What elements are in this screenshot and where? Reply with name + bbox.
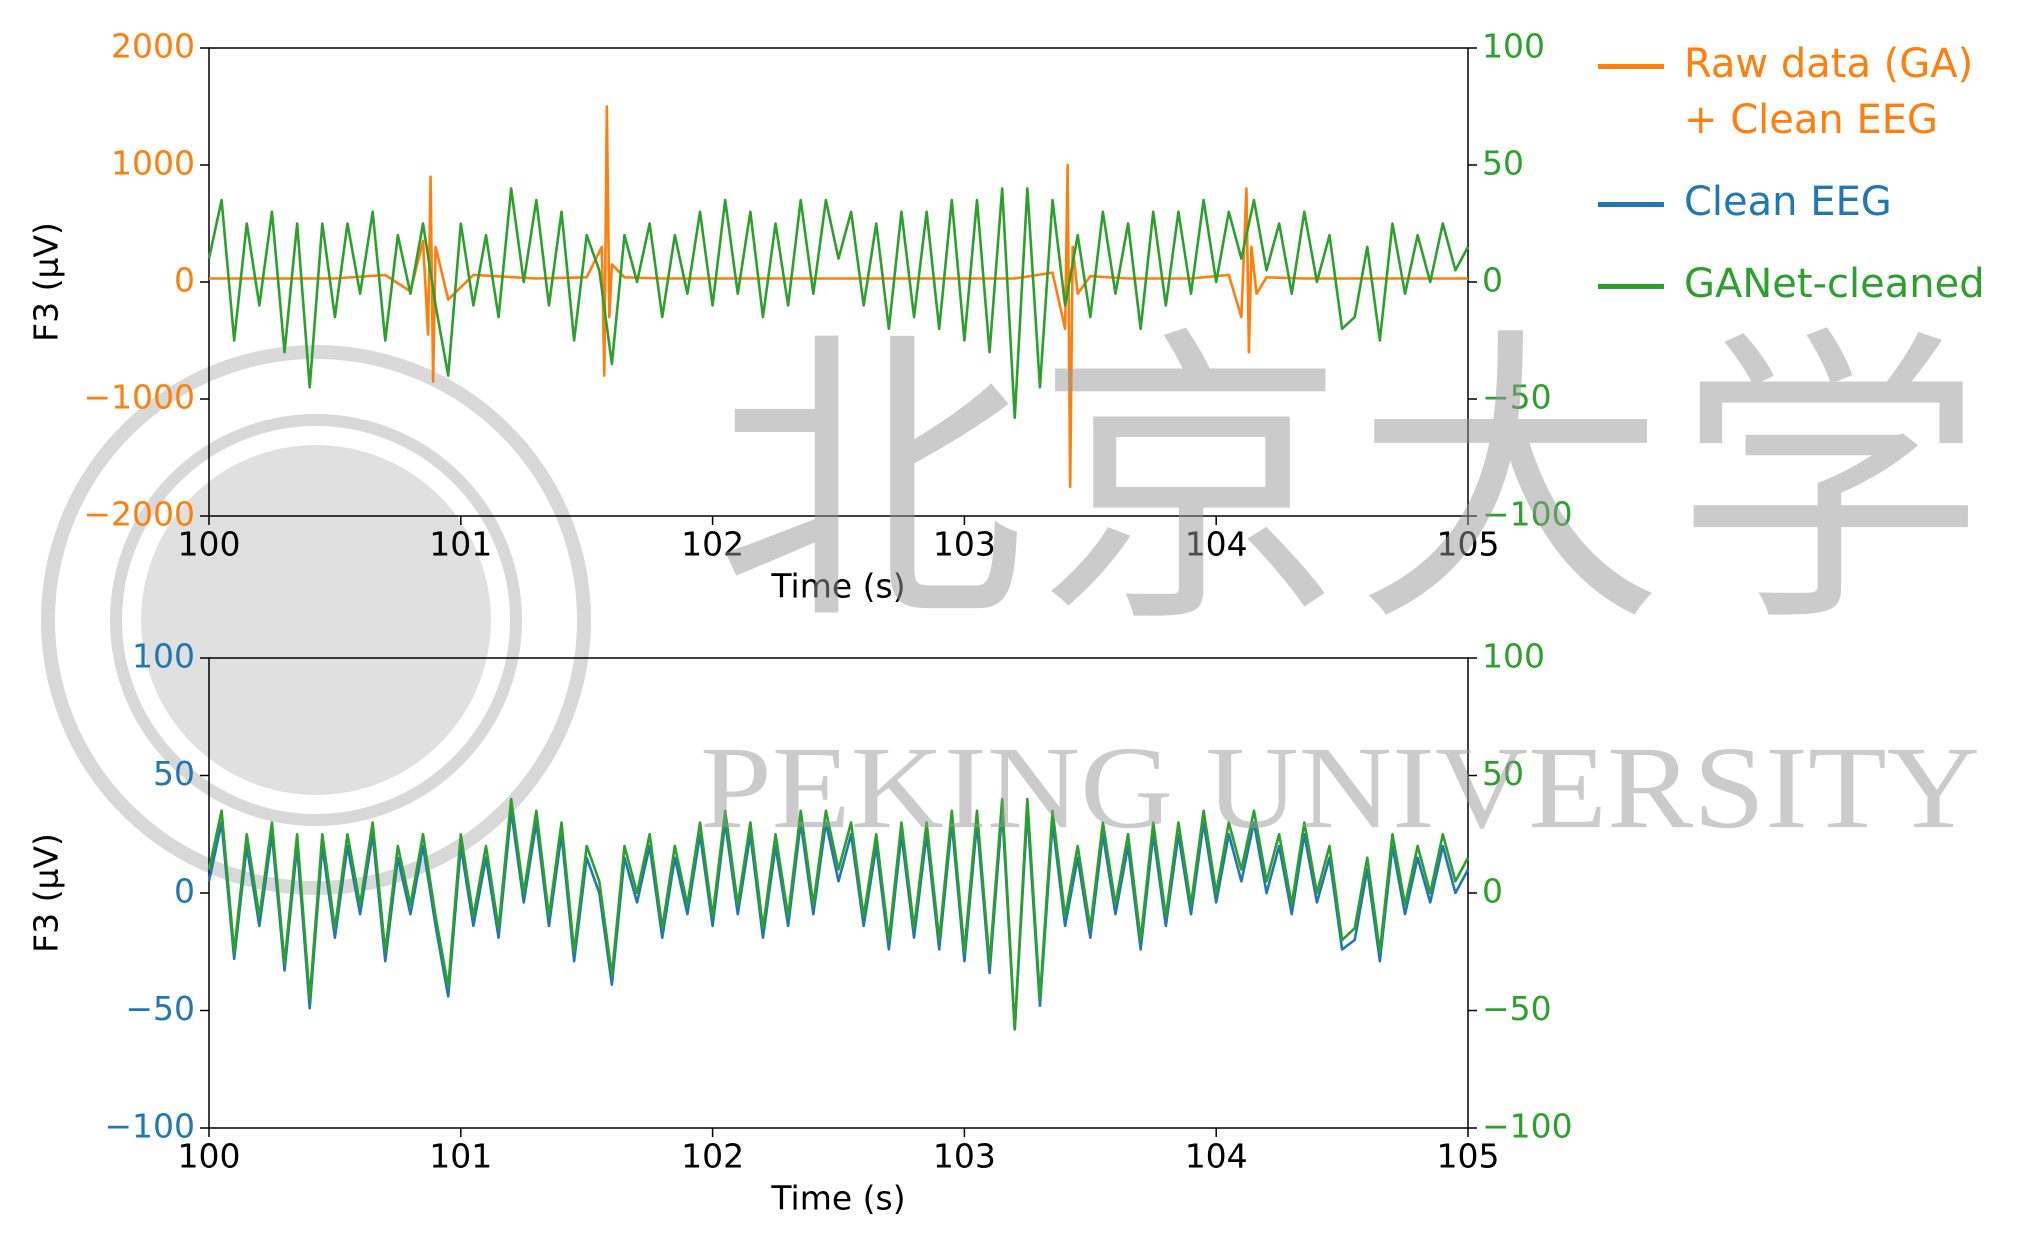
y2-tick-label: −50	[1482, 378, 1552, 417]
x-tick-label: 103	[933, 1137, 996, 1176]
y-tick-label: 0	[174, 872, 195, 911]
legend-swatch	[1598, 64, 1664, 69]
y2-tick-label: 0	[1482, 261, 1503, 300]
data-line	[207, 797, 1470, 1031]
y2-tick-label: 0	[1482, 872, 1503, 911]
y-tick-label: 2000	[111, 27, 195, 66]
legend-entry: Clean EEG	[1598, 174, 2004, 230]
y-tick-label: 0	[174, 261, 195, 300]
legend-entry: Raw data (GA) + Clean EEG	[1598, 36, 2004, 148]
y-tick-label: −100	[104, 1107, 195, 1146]
y2-tick-label: 50	[1482, 754, 1524, 793]
y-tick-label: −2000	[83, 495, 195, 534]
y-tick-label: 1000	[111, 144, 195, 183]
watermark-english: PEKING UNIVERSITY	[700, 722, 1980, 853]
y-tick-label: −1000	[83, 378, 195, 417]
x-tick-label: 102	[681, 525, 744, 564]
watermark-seal	[41, 345, 591, 895]
seal-ring	[110, 414, 522, 826]
x-tick-label: 101	[429, 525, 492, 564]
x-tick-label: 105	[1437, 525, 1500, 564]
y-axis-label: F3 (µV)	[27, 222, 66, 342]
x-tick-label: 103	[933, 525, 996, 564]
y-tick-label: 50	[153, 754, 195, 793]
data-line	[209, 105, 1468, 489]
data-line	[207, 809, 1470, 1031]
x-tick-label: 104	[1185, 525, 1248, 564]
seal-ring	[41, 345, 591, 895]
y2-tick-label: −100	[1482, 495, 1573, 534]
watermark-chinese: 北京大学	[715, 303, 1995, 664]
x-tick-label: 105	[1437, 1137, 1500, 1176]
x-tick-label: 100	[178, 1137, 241, 1176]
y2-tick-label: −100	[1482, 1107, 1573, 1146]
seal-center	[141, 445, 491, 795]
y-axis-label: F3 (µV)	[27, 833, 66, 953]
x-tick-label: 104	[1185, 1137, 1248, 1176]
legend-label: Clean EEG	[1684, 179, 1892, 225]
y-tick-label: −50	[125, 989, 195, 1028]
y2-tick-label: 100	[1482, 27, 1545, 66]
x-tick-label: 102	[681, 1137, 744, 1176]
y2-tick-label: 50	[1482, 144, 1524, 183]
legend-swatch	[1598, 284, 1664, 289]
data-line	[207, 187, 1470, 420]
legend-swatch	[1598, 202, 1664, 207]
legend-entry: GANet-cleaned	[1598, 256, 2004, 312]
y2-tick-label: 100	[1482, 637, 1545, 676]
x-axis-label: Time (s)	[770, 1179, 905, 1218]
y2-tick-label: −50	[1482, 989, 1552, 1028]
y-tick-label: 100	[132, 637, 195, 676]
x-tick-label: 101	[429, 1137, 492, 1176]
legend-label: GANet-cleaned	[1684, 261, 1985, 307]
x-tick-label: 100	[178, 525, 241, 564]
legend-label: Raw data (GA) + Clean EEG	[1684, 41, 1974, 143]
watermark: 北京大学 PEKING UNIVERSITY	[700, 303, 1995, 853]
legend: Raw data (GA) + Clean EEG Clean EEG GANet-…	[1598, 36, 2004, 338]
x-axis-label: Time (s)	[770, 567, 905, 606]
